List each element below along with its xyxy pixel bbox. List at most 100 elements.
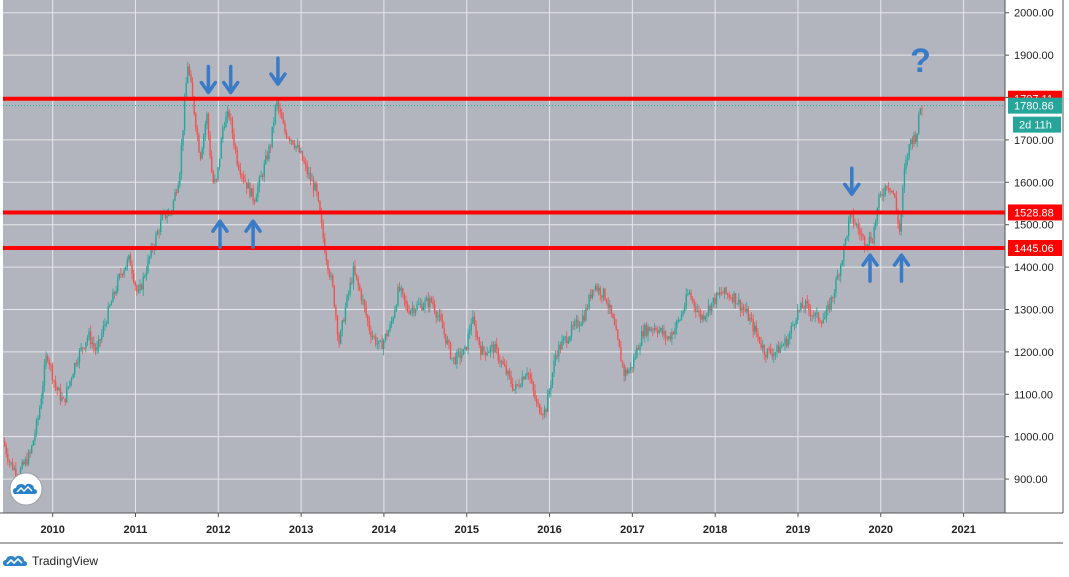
candle: [728, 291, 730, 302]
candle: [671, 328, 673, 345]
candle: [554, 350, 557, 366]
candle: [718, 286, 721, 299]
footer-branding[interactable]: TradingView: [2, 551, 98, 571]
candle: [220, 136, 222, 159]
candle: [621, 360, 624, 369]
candle: [405, 295, 407, 311]
current-price-tag[interactable]: 1780.86: [1008, 97, 1062, 114]
candle: [675, 319, 678, 335]
candle: [112, 288, 114, 303]
candle: [833, 289, 836, 305]
candle: [908, 144, 910, 161]
candle: [653, 322, 656, 333]
price-tick-label: 1500.00: [1014, 220, 1054, 232]
candle: [570, 321, 573, 341]
candle: [204, 120, 207, 142]
candle: [527, 371, 530, 381]
candle: [632, 353, 635, 373]
candle: [328, 267, 331, 280]
candle: [486, 346, 488, 357]
candle: [580, 321, 582, 327]
candle: [660, 327, 662, 333]
candle: [459, 347, 461, 365]
candle: [392, 315, 394, 324]
candle: [889, 187, 891, 195]
candle: [252, 184, 254, 205]
candle: [306, 160, 308, 178]
candle: [585, 304, 587, 322]
candle: [597, 283, 600, 296]
candle: [241, 172, 243, 183]
candle: [441, 313, 444, 329]
candle: [225, 111, 227, 128]
candle: [524, 373, 527, 380]
candle: [359, 283, 361, 292]
candle: [636, 344, 638, 359]
candle: [505, 360, 507, 376]
candle: [532, 380, 535, 398]
candle: [757, 327, 759, 342]
candle: [398, 282, 401, 293]
candle: [23, 459, 25, 466]
candle: [572, 320, 574, 331]
tradingview-logo-badge[interactable]: [9, 472, 43, 506]
candle: [668, 336, 670, 341]
candle: [289, 136, 291, 144]
candle: [881, 188, 883, 201]
candle: [860, 228, 863, 242]
candle: [504, 358, 506, 367]
candle: [422, 302, 425, 311]
candle: [144, 273, 146, 279]
level-lines[interactable]: [3, 96, 1005, 250]
candle: [413, 304, 415, 317]
candle: [66, 382, 68, 404]
candle: [53, 379, 55, 389]
candle: [511, 377, 514, 392]
candle: [451, 358, 453, 361]
candle: [279, 103, 281, 118]
price-axis[interactable]: 900.00 1000.00 1100.00 1200.00 1300.00 1400.0…: [1004, 0, 1064, 513]
candle: [723, 287, 726, 299]
price-axis-bg[interactable]: [1005, 0, 1063, 513]
candle: [148, 255, 151, 265]
plot-area[interactable]: [3, 0, 1005, 513]
level-price-tag[interactable]: 1528.88: [1008, 204, 1062, 221]
candle: [682, 309, 684, 317]
candle: [418, 297, 420, 305]
candle: [230, 113, 232, 125]
candle: [886, 185, 888, 191]
candle: [758, 336, 761, 345]
year-tick-label: 2021: [951, 524, 975, 536]
candle: [123, 267, 125, 279]
candle: [158, 228, 160, 239]
candle: [890, 190, 893, 193]
candle: [672, 331, 675, 335]
candle: [634, 350, 636, 361]
candle: [832, 296, 834, 303]
level-price-tag[interactable]: 1445.06: [1008, 239, 1062, 256]
year-tick-label: 2020: [869, 524, 893, 536]
candle: [914, 131, 917, 145]
candle: [206, 111, 208, 130]
candle: [378, 340, 380, 350]
candle: [438, 308, 441, 323]
candle: [456, 349, 458, 369]
candle: [755, 320, 758, 338]
candle: [362, 294, 364, 306]
candle: [298, 140, 300, 154]
candle: [531, 372, 533, 384]
candle: [734, 293, 737, 309]
candle: [27, 449, 30, 467]
candle: [347, 290, 350, 301]
candle: [513, 389, 515, 392]
candle: [553, 354, 555, 377]
candle: [281, 108, 283, 120]
candle: [91, 336, 93, 349]
candle: [774, 351, 777, 360]
candle: [870, 231, 872, 244]
candle: [537, 398, 539, 408]
candle: [94, 343, 97, 356]
time-axis-bg[interactable]: [0, 513, 1063, 543]
time-axis[interactable]: 2010 2011 2012 2013 2014 2015 2016 2017 2018 2019…: [0, 512, 1063, 544]
